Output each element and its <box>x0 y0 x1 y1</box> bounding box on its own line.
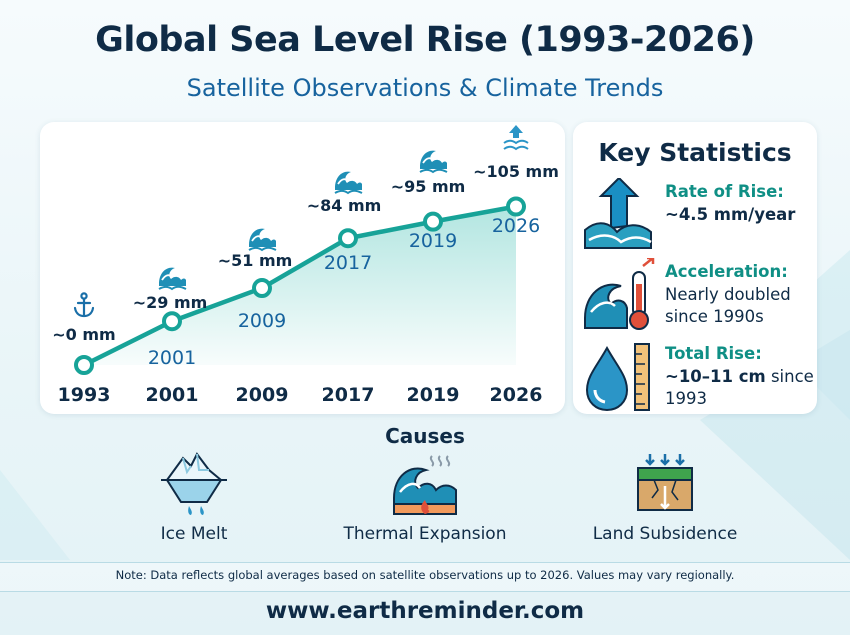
data-point-2009 <box>252 278 272 299</box>
cause-ice-melt: Ice Melt <box>94 452 294 552</box>
point-year-label-2019: 2019 <box>409 230 457 252</box>
rising-water-icon <box>503 125 529 151</box>
page-subtitle: Satellite Observations & Climate Trends <box>186 74 664 102</box>
data-point-2019 <box>423 211 443 232</box>
stat-value: ~4.5 mm/year <box>665 205 796 224</box>
stat-value: ~10–11 cm since 1993 <box>665 367 814 408</box>
stat-label: Rate of Rise: <box>665 182 784 201</box>
droplet-ruler-icon <box>585 343 650 412</box>
key-statistics-title: Key Statistics <box>598 138 792 167</box>
cause-land-subsidence: Land Subsidence <box>565 452 765 552</box>
x-tick-label-2026: 2026 <box>490 384 543 406</box>
x-tick-label-2019: 2019 <box>407 384 460 406</box>
wave-icon <box>248 228 277 252</box>
heated-wave-icon <box>393 455 457 515</box>
x-tick-label-1993: 1993 <box>58 384 111 406</box>
data-point-2026 <box>506 196 526 217</box>
chart-area-fill <box>84 206 516 365</box>
key-statistics-panel: Key Statistics Rate of Rise: ~4.5 mm/yea… <box>573 122 817 414</box>
point-year-label-2026: 2026 <box>492 215 540 237</box>
data-label-2026: ~105 mm <box>473 162 559 181</box>
rising-arrow-wave-icon <box>584 178 652 249</box>
data-point-1993 <box>74 355 94 375</box>
cause-label: Thermal Expansion <box>343 524 507 544</box>
chart-panel: ~0 mm ~29 mm ~51 mm ~84 mm ~95 mm ~105 mm 2001… <box>40 122 565 414</box>
website-url: www.earthreminder.com <box>265 598 585 624</box>
wave-thermometer-icon <box>584 258 655 330</box>
stat-value: Nearly doubled since 1990s <box>665 285 791 326</box>
causes-title: Causes <box>385 424 465 448</box>
series-line <box>81 204 519 368</box>
data-label-2001: ~29 mm <box>133 293 208 312</box>
footnote: Note: Data reflects global averages base… <box>115 568 735 582</box>
data-point-2001 <box>162 311 182 332</box>
stat-acceleration: Acceleration: Nearly doubled since 1990s <box>581 258 813 332</box>
cause-thermal-expansion: Thermal Expansion <box>325 452 525 552</box>
x-tick-label-2017: 2017 <box>322 384 375 406</box>
wave-icon <box>158 267 187 291</box>
data-label-2019: ~95 mm <box>391 177 466 196</box>
x-tick-label-2009: 2009 <box>236 384 289 406</box>
cause-label: Land Subsidence <box>592 524 738 544</box>
iceberg-icon <box>161 452 227 515</box>
point-year-label-2017: 2017 <box>324 252 372 274</box>
stat-rate-of-rise: Rate of Rise: ~4.5 mm/year <box>581 178 813 252</box>
page-title: Global Sea Level Rise (1993-2026) <box>95 20 755 60</box>
wave-icon <box>334 171 363 195</box>
stat-label: Total Rise: <box>665 344 762 363</box>
data-point-2017 <box>338 228 358 249</box>
note-band <box>0 562 850 592</box>
wave-icon <box>419 150 448 174</box>
data-label-2009: ~51 mm <box>218 251 293 270</box>
stat-total-rise: Total Rise: ~10–11 cm since 1993 <box>581 340 814 414</box>
data-label-1993: ~0 mm <box>52 325 115 344</box>
point-year-label-2009: 2009 <box>238 310 286 332</box>
anchor-icon <box>73 292 95 318</box>
cause-label: Ice Melt <box>160 524 228 544</box>
stat-label: Acceleration: <box>665 262 788 281</box>
data-label-2017: ~84 mm <box>307 196 382 215</box>
x-tick-label-2001: 2001 <box>146 384 199 406</box>
sea-level-line-chart: ~0 mm ~29 mm ~51 mm ~84 mm ~95 mm ~105 mm 2001… <box>52 125 559 406</box>
sinking-ground-icon <box>637 454 693 511</box>
point-year-label-2001: 2001 <box>148 347 196 369</box>
